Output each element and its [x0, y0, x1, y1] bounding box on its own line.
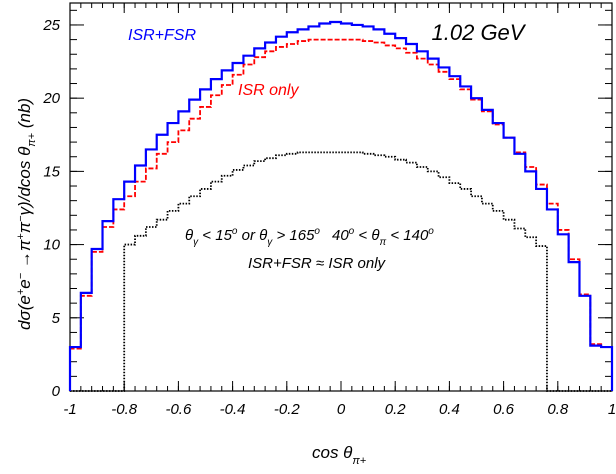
- x-tick-label: 0.8: [547, 401, 569, 418]
- series-isr-only: [69, 38, 613, 391]
- y-tick-label: 15: [43, 163, 60, 180]
- x-tick-label: 1: [608, 401, 616, 418]
- y-tick-label: 5: [52, 310, 61, 327]
- legend-isr-only: ISR only: [238, 82, 299, 99]
- y-axis-label: dσ(e+e− →π+π−γ)/dcos θπ+ (nb): [15, 98, 38, 330]
- series-isr-fsr: [68, 20, 614, 391]
- x-tick-label: 0.4: [439, 401, 460, 418]
- series-layer: [68, 20, 614, 392]
- x-tick-label: -0.2: [274, 401, 301, 418]
- axis-ticks: [69, 3, 613, 392]
- axis-tick-labels: -1 -0.8 -0.6 -0.4 -0.2 0 0.2 0.4 0.6 0.8 105101520…: [42, 17, 616, 418]
- x-tick-label: -0.6: [165, 401, 192, 418]
- x-tick-label: 0.2: [385, 401, 407, 418]
- y-tick-label: 0: [52, 383, 61, 400]
- x-tick-label: -1: [63, 401, 76, 418]
- relation-annotation: ISR+FSR ≈ ISR only: [248, 255, 387, 272]
- x-tick-label: 0: [337, 401, 346, 418]
- cut-annotation-line1: θγ < 15o or θγ > 165o 40o < θπ < 140o: [185, 226, 434, 248]
- legend-isr-fsr: ISR+FSR: [128, 27, 196, 44]
- plot-frame: [69, 2, 613, 392]
- series-cut: [70, 151, 612, 392]
- y-tick-label: 20: [42, 90, 60, 107]
- x-tick-label: -0.4: [220, 401, 246, 418]
- energy-label: 1.02 GeV: [432, 20, 527, 45]
- x-tick-label: -0.8: [111, 401, 138, 418]
- x-tick-label: 0.6: [493, 401, 515, 418]
- y-tick-label: 10: [43, 237, 60, 254]
- x-axis-label: cos θπ+: [312, 443, 367, 467]
- y-tick-label: 25: [42, 17, 60, 34]
